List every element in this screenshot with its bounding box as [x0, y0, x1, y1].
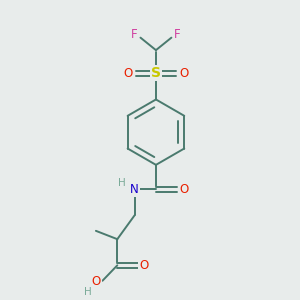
Text: S: S — [151, 66, 161, 80]
Text: O: O — [92, 275, 101, 288]
Text: F: F — [131, 28, 138, 40]
Text: N: N — [130, 183, 139, 196]
Text: H: H — [118, 178, 126, 188]
Text: O: O — [179, 67, 188, 80]
Text: O: O — [180, 183, 189, 196]
Text: F: F — [174, 28, 181, 40]
Text: H: H — [84, 287, 92, 297]
Text: O: O — [124, 67, 133, 80]
Text: O: O — [140, 259, 149, 272]
